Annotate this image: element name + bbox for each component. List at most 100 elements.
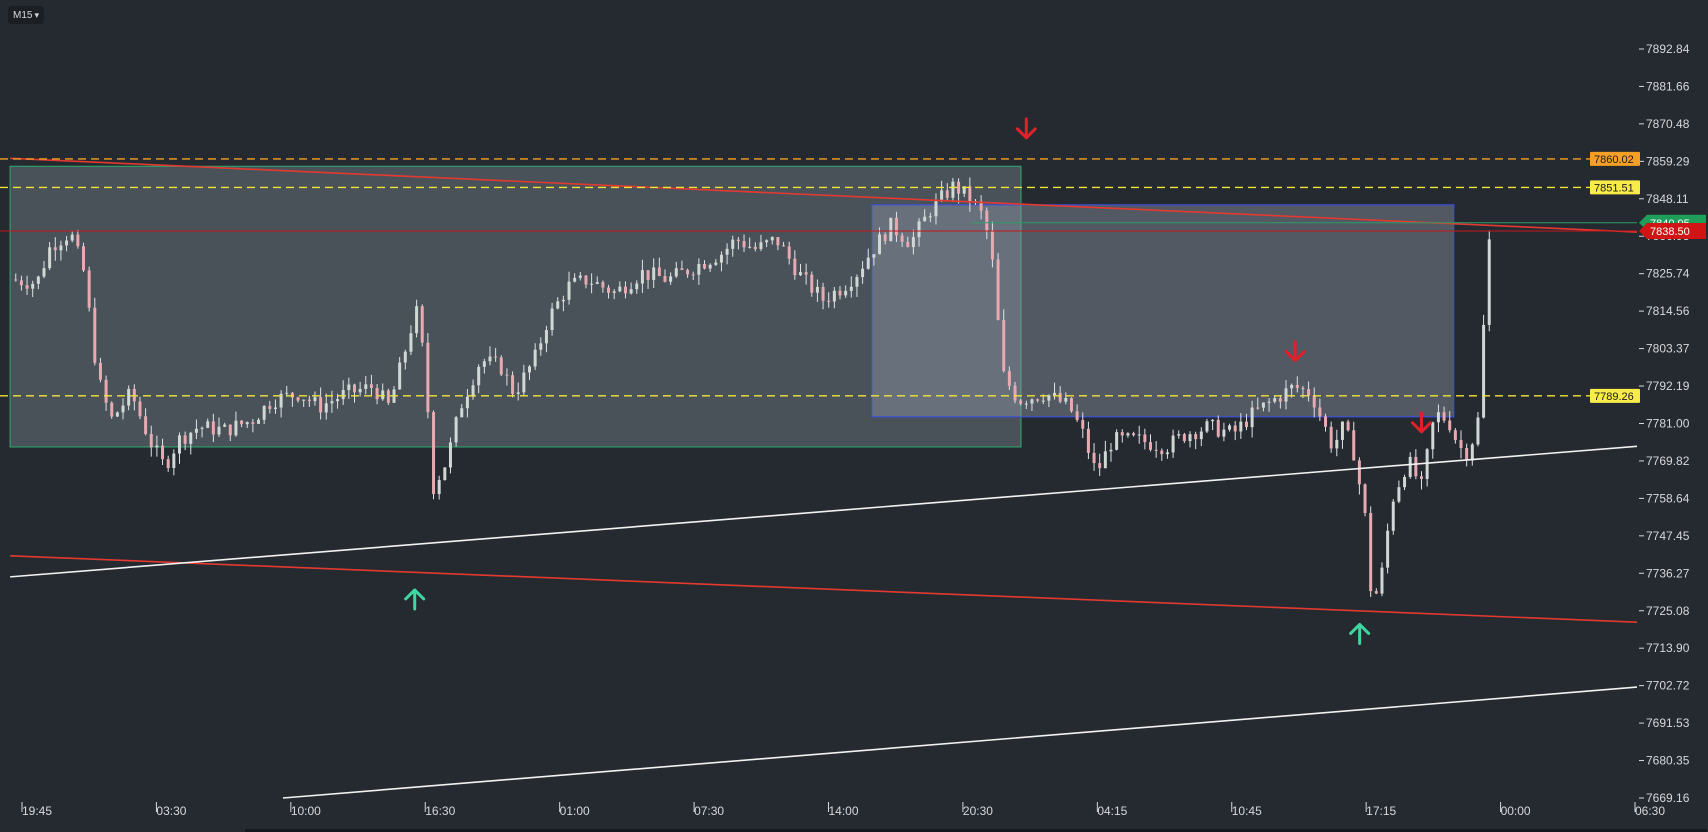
candle-body: [1211, 419, 1215, 422]
candle-body: [223, 424, 227, 427]
candle-body: [70, 234, 74, 241]
candle-body: [290, 392, 294, 398]
candle-body: [1239, 421, 1243, 432]
candle-body: [940, 190, 944, 200]
trendline-red-lower: [10, 554, 1637, 624]
x-tick-label: 00:00: [1501, 804, 1531, 818]
candle-body: [59, 245, 63, 251]
candle-body: [251, 422, 255, 424]
candle-body: [629, 289, 633, 294]
candle-body: [285, 392, 289, 394]
candle-body: [127, 388, 131, 406]
candle-body: [448, 442, 452, 468]
candle-body: [1171, 435, 1175, 453]
candle-body: [1216, 419, 1220, 437]
candle-body: [691, 274, 695, 276]
y-tick-label: 7814.56: [1646, 304, 1690, 318]
candle-body: [121, 405, 125, 413]
price-tag: 7838.50: [1639, 222, 1706, 239]
candle-body: [240, 420, 244, 425]
candle-body: [1459, 440, 1463, 449]
candle-body: [172, 453, 176, 469]
candle-body: [567, 281, 571, 300]
candle-body: [1419, 476, 1423, 479]
y-tick-label: 7870.48: [1646, 117, 1690, 131]
candle-body: [770, 237, 774, 241]
bottom-scrollbar[interactable]: [245, 829, 1707, 832]
candle-body: [228, 424, 232, 436]
candle-body: [703, 263, 707, 269]
candle-body: [257, 419, 261, 424]
candle-body: [1340, 421, 1344, 440]
candle-body: [336, 399, 340, 402]
candle-body: [528, 366, 532, 373]
timeframe-label: M15: [13, 9, 33, 21]
candle-body: [810, 274, 814, 293]
candle-body: [1182, 434, 1186, 442]
candle-body: [714, 262, 718, 265]
candle-body: [1436, 412, 1440, 423]
price-tag-bg: [1590, 151, 1640, 166]
candle-body: [488, 356, 492, 362]
candle-body: [279, 393, 283, 408]
candle-body: [234, 420, 238, 436]
candle-body: [477, 366, 481, 386]
candle-body: [866, 257, 870, 269]
candle-body: [319, 397, 323, 413]
candle-body: [522, 372, 526, 393]
candle-body: [375, 388, 379, 400]
candle-body: [1250, 407, 1254, 428]
candle-body: [787, 246, 791, 259]
y-tick-label: 7848.11: [1646, 192, 1689, 206]
candle-body: [144, 416, 148, 434]
candle-body: [878, 234, 882, 255]
candle-body: [1324, 416, 1328, 427]
timeframe-button[interactable]: M15 ▾: [8, 6, 44, 24]
candle-body: [1081, 420, 1085, 429]
candle-body: [1177, 434, 1181, 436]
candle-body: [211, 421, 215, 435]
y-tick-label: 7859.29: [1646, 154, 1690, 168]
candle-body: [556, 301, 560, 309]
candle-body: [341, 390, 345, 400]
candles-layer: [14, 177, 1491, 597]
candle-body: [93, 307, 97, 363]
candle-body: [437, 480, 441, 495]
candle-body: [268, 406, 272, 410]
candle-body: [1160, 450, 1164, 455]
candle-body: [1357, 460, 1361, 485]
x-tick-label: 19:45: [22, 804, 52, 818]
candle-body: [262, 406, 266, 420]
candle-body: [618, 286, 622, 292]
candle-body: [561, 299, 565, 302]
candle-body: [98, 362, 102, 380]
candle-body: [82, 246, 86, 271]
lines-layer: [0, 157, 1637, 799]
candle-body: [19, 280, 23, 286]
candle-body: [1425, 449, 1429, 479]
trendline-white-upper: [10, 445, 1637, 578]
y-tick-label: 7803.37: [1646, 342, 1690, 356]
candle-body: [911, 237, 915, 248]
candle-body: [1335, 439, 1339, 449]
x-tick-label: 07:30: [694, 804, 724, 818]
candle-body: [985, 210, 989, 231]
candle-body: [1075, 411, 1079, 421]
candle-body: [674, 268, 678, 277]
candle-body: [951, 181, 955, 198]
candle-body: [1058, 392, 1062, 402]
candle-body: [844, 290, 848, 296]
candle-body: [1470, 444, 1474, 461]
candle-body: [1386, 530, 1390, 568]
candle-body: [426, 342, 430, 413]
candle-body: [1397, 487, 1401, 502]
candle-body: [1132, 433, 1136, 436]
candle-body: [1013, 385, 1017, 401]
candle-body: [183, 435, 187, 444]
y-tick-label: 7713.90: [1646, 641, 1690, 655]
candle-body: [1030, 399, 1034, 404]
candle-body: [138, 401, 142, 417]
candle-body: [177, 435, 181, 454]
candle-body: [1290, 384, 1294, 389]
